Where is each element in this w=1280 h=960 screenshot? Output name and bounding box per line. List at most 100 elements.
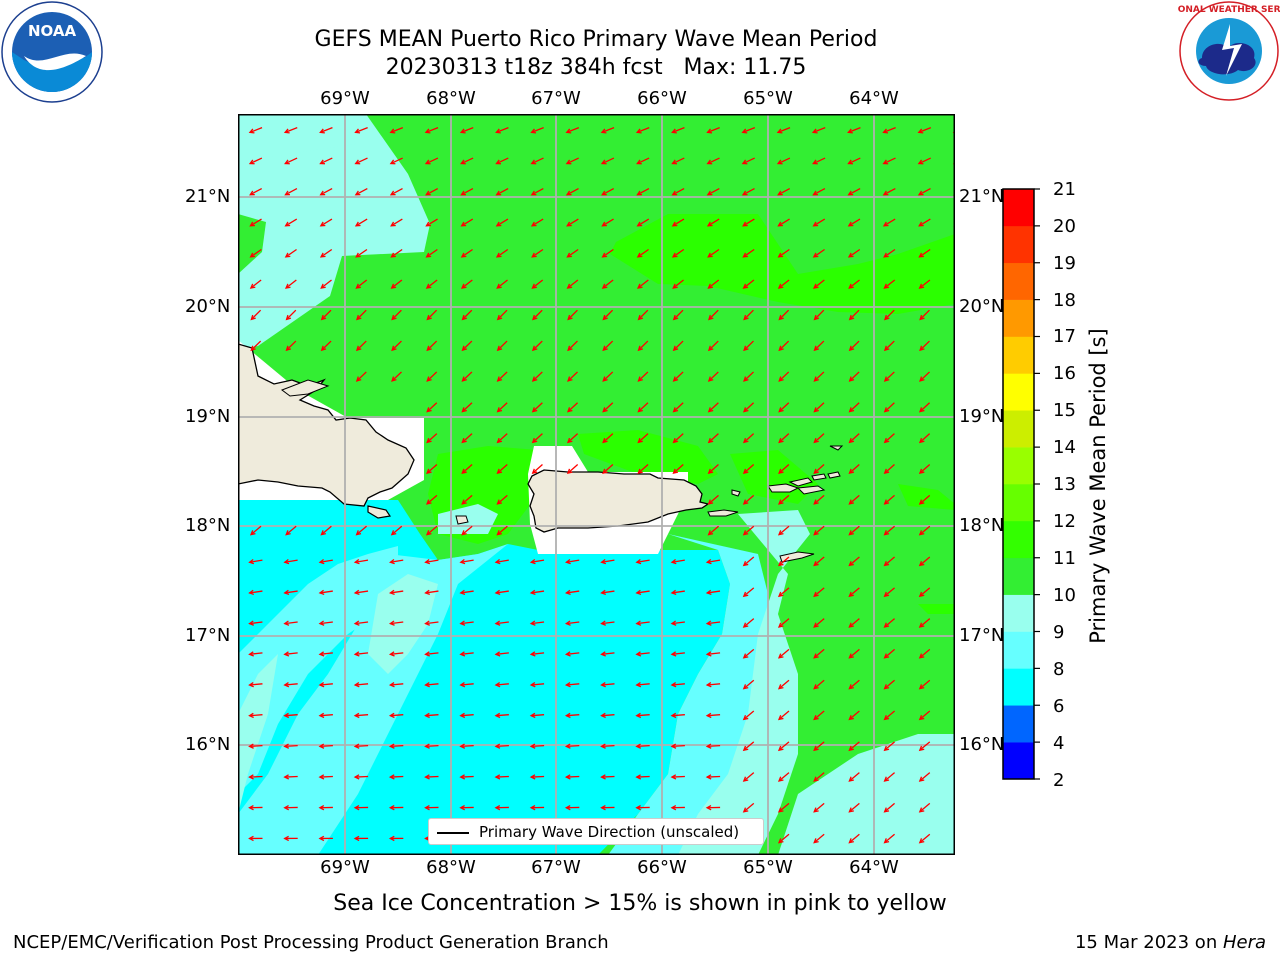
sea-ice-note: Sea Ice Concentration > 15% is shown in … — [333, 891, 947, 916]
wave-direction-arrow — [461, 402, 473, 413]
wave-direction-arrow — [391, 340, 402, 352]
wave-direction-arrow — [813, 402, 825, 413]
wave-direction-arrow — [848, 340, 860, 352]
wave-direction-arrow — [637, 371, 649, 382]
wave-direction-arrow — [742, 494, 755, 505]
wave-direction-arrow — [424, 558, 439, 565]
wave-direction-arrow — [848, 648, 860, 659]
wave-direction-arrow — [602, 402, 614, 413]
wave-direction-arrow — [602, 340, 614, 352]
wave-direction-arrow — [355, 279, 368, 289]
wave-direction-arrow — [813, 802, 825, 813]
colorbar-cell — [1003, 447, 1034, 485]
wave-direction-arrow — [918, 648, 931, 659]
wave-direction-arrow — [672, 402, 684, 413]
wave-direction-arrow — [883, 802, 895, 813]
wave-direction-arrow — [918, 618, 931, 628]
wave-direction-arrow — [882, 126, 896, 134]
wave-direction-arrow — [707, 464, 719, 475]
wave-direction-arrow — [388, 835, 404, 842]
wave-direction-arrow — [813, 433, 825, 444]
wave-direction-arrow — [813, 648, 825, 659]
wave-direction-arrow — [635, 681, 650, 688]
wave-direction-arrow — [778, 464, 790, 475]
wave-direction-arrow — [742, 279, 755, 289]
wave-direction-arrow — [706, 218, 720, 227]
wave-direction-arrow — [531, 340, 543, 352]
wave-direction-arrow — [460, 218, 474, 227]
wave-direction-arrow — [847, 157, 861, 165]
wave-direction-arrow — [283, 620, 298, 626]
colorbar-tick: 13 — [1053, 474, 1076, 495]
wave-direction-arrow — [564, 804, 580, 811]
map-frame — [238, 114, 955, 855]
wave-direction-arrow — [600, 651, 615, 657]
colorbar-tick: 17 — [1053, 326, 1076, 347]
wave-direction-arrow — [602, 371, 614, 382]
wave-direction-arrow — [777, 587, 790, 598]
lat-label-left: 18°N — [185, 515, 231, 536]
wave-direction-arrow — [672, 309, 684, 321]
wave-direction-arrow — [460, 279, 473, 289]
wave-direction-arrow — [742, 741, 755, 752]
wave-direction-arrow — [529, 681, 545, 688]
wave-direction-arrow — [388, 620, 404, 626]
colorbar-cell — [1003, 336, 1034, 374]
wave-direction-arrow — [705, 804, 721, 811]
wave-direction-arrow — [426, 371, 438, 382]
wave-direction-arrow — [496, 309, 508, 321]
wave-direction-arrow — [637, 309, 649, 321]
wave-direction-arrow — [883, 618, 895, 628]
wave-direction-arrow — [813, 464, 825, 475]
wave-direction-arrow — [601, 218, 614, 227]
wave-direction-arrow — [883, 402, 895, 413]
wave-direction-arrow — [494, 712, 509, 719]
wave-direction-arrow — [637, 433, 649, 444]
wave-direction-arrow — [706, 187, 720, 196]
wave-direction-arrow — [918, 218, 931, 227]
lon-label-top: 68°W — [426, 88, 476, 109]
wave-direction-arrow — [318, 835, 333, 842]
wave-direction-arrow — [919, 371, 930, 382]
colorbar-cell — [1003, 373, 1034, 411]
wave-direction-arrow — [424, 774, 439, 780]
wave-direction-arrow — [249, 187, 263, 196]
wave-direction-arrow — [564, 712, 580, 719]
wave-direction-arrow — [248, 620, 263, 626]
wave-direction-arrow — [283, 804, 298, 811]
wave-direction-arrow — [496, 402, 508, 413]
wave-direction-arrow — [918, 679, 931, 690]
wave-direction-arrow — [743, 402, 755, 413]
wave-direction-arrow — [494, 651, 509, 657]
wave-direction-arrow — [742, 710, 755, 721]
wave-direction-arrow — [670, 774, 685, 780]
wave-direction-arrow — [391, 309, 402, 321]
wave-direction-arrow — [318, 651, 333, 657]
lon-label-bottom: 68°W — [426, 857, 476, 878]
colorbar-tick: 21 — [1053, 179, 1076, 200]
wave-direction-arrow — [777, 187, 791, 196]
wave-direction-arrow — [812, 279, 825, 289]
wave-direction-arrow — [883, 371, 895, 382]
wave-direction-arrow — [637, 464, 649, 475]
wave-direction-arrow — [318, 558, 333, 565]
wave-direction-arrow — [743, 340, 754, 352]
colorbar-tick: 12 — [1053, 511, 1076, 532]
wave-direction-arrow — [672, 464, 684, 475]
wave-direction-arrow — [494, 804, 509, 811]
wave-direction-arrow — [848, 371, 860, 382]
wave-direction-arrow — [426, 464, 438, 475]
wave-direction-arrow — [919, 309, 930, 321]
wave-direction-arrow — [705, 651, 721, 657]
wave-direction-arrow — [461, 340, 473, 352]
wave-direction-arrow — [531, 402, 543, 413]
lat-label-right: 18°N — [959, 515, 1005, 536]
wave-direction-arrow — [426, 340, 438, 352]
wave-direction-arrow — [531, 433, 543, 444]
lon-label-top: 67°W — [531, 88, 581, 109]
wave-direction-arrow — [742, 772, 755, 782]
wave-direction-arrow — [636, 187, 650, 196]
wave-direction-arrow — [742, 618, 755, 628]
wave-direction-arrow — [567, 402, 579, 413]
wave-direction-arrow — [319, 248, 333, 258]
